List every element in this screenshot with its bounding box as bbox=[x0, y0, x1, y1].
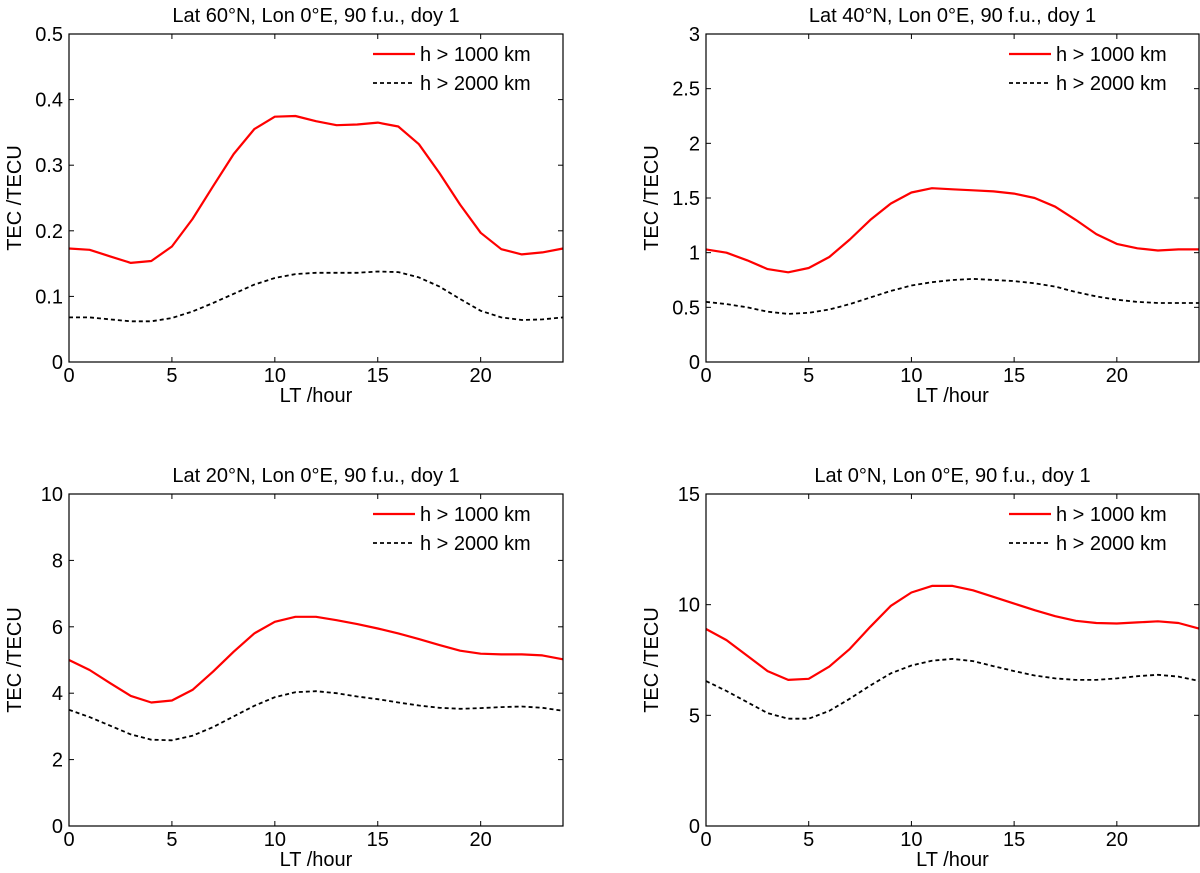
legend-label-h-gt-1000km: h > 1000 km bbox=[1056, 44, 1167, 66]
x-tick-label: 15 bbox=[367, 365, 389, 387]
y-tick-label: 3 bbox=[689, 24, 700, 46]
legend-label-h-gt-2000km: h > 2000 km bbox=[420, 73, 531, 95]
y-tick-label: 1 bbox=[689, 243, 700, 265]
x-axis-label: LT /hour bbox=[280, 385, 353, 407]
series-line-h-gt-2000km bbox=[68, 690, 564, 742]
y-tick-label: 5 bbox=[689, 705, 700, 727]
x-tick-label: 10 bbox=[900, 365, 922, 387]
x-tick-label: 10 bbox=[264, 829, 286, 851]
legend-label-h-gt-1000km: h > 1000 km bbox=[1056, 504, 1167, 526]
x-tick-label: 5 bbox=[166, 365, 177, 387]
chart-title: Lat 20°N, Lon 0°E, 90 f.u., doy 1 bbox=[172, 465, 459, 487]
y-tick-label: 10 bbox=[678, 595, 700, 617]
y-tick-label: 0 bbox=[689, 816, 700, 838]
series-line-h-gt-1000km bbox=[68, 615, 564, 704]
y-tick-label: 0 bbox=[52, 816, 63, 838]
chart-panel-2: Lat 40°N, Lon 0°E, 90 f.u., doy 10 5 10 15 2… bbox=[641, 5, 1200, 407]
x-tick-label: 15 bbox=[1003, 365, 1025, 387]
y-axis-label: TEC /TECU bbox=[4, 145, 26, 251]
y-tick-label: 15 bbox=[678, 484, 700, 506]
x-axis-label: LT /hour bbox=[916, 385, 989, 407]
x-tick-label: 0 bbox=[700, 365, 711, 387]
y-axis-label: TEC /TECU bbox=[641, 145, 663, 251]
x-tick-label: 10 bbox=[900, 829, 922, 851]
x-axis-label: LT /hour bbox=[280, 849, 353, 871]
chart-title: Lat 60°N, Lon 0°E, 90 f.u., doy 1 bbox=[172, 5, 459, 27]
legend-label-h-gt-1000km: h > 1000 km bbox=[420, 504, 531, 526]
x-tick-label: 0 bbox=[63, 829, 74, 851]
chart-title: Lat 40°N, Lon 0°E, 90 f.u., doy 1 bbox=[809, 5, 1096, 27]
legend-label-h-gt-1000km: h > 1000 km bbox=[420, 44, 531, 66]
y-tick-label: 6 bbox=[52, 617, 63, 639]
y-tick-label: 2 bbox=[689, 133, 700, 155]
chart-panel-4: Lat 0°N, Lon 0°E, 90 f.u., doy 1 0 5 10 15 20… bbox=[641, 465, 1200, 871]
y-tick-label: 0.5 bbox=[672, 297, 700, 319]
y-tick-label: 4 bbox=[52, 683, 63, 705]
x-tick-label: 15 bbox=[367, 829, 389, 851]
y-tick-label: 2 bbox=[52, 750, 63, 772]
chart-panel-1: Lat 60°N, Lon 0°E, 90 f.u., doy 1 0 5 10 15 2… bbox=[4, 5, 564, 407]
legend-label-h-gt-2000km: h > 2000 km bbox=[420, 533, 531, 555]
y-tick-label: 0.2 bbox=[35, 221, 63, 243]
y-axis-label: TEC /TECU bbox=[4, 607, 26, 713]
chart-title: Lat 0°N, Lon 0°E, 90 f.u., doy 1 bbox=[814, 465, 1090, 487]
series-line-h-gt-1000km bbox=[68, 114, 564, 264]
x-tick-label: 20 bbox=[1106, 829, 1128, 851]
x-tick-label: 20 bbox=[470, 829, 492, 851]
chart-panel-3: Lat 20°N, Lon 0°E, 90 f.u., doy 1 0 5 10 15 2… bbox=[4, 465, 564, 871]
series-line-h-gt-1000km bbox=[705, 187, 1199, 274]
axes-frame bbox=[68, 493, 564, 827]
x-tick-label: 20 bbox=[470, 365, 492, 387]
y-tick-label: 0 bbox=[689, 352, 700, 374]
axes-frame bbox=[68, 33, 564, 363]
x-tick-label: 0 bbox=[700, 829, 711, 851]
y-tick-label: 0.4 bbox=[35, 90, 63, 112]
x-tick-label: 20 bbox=[1106, 365, 1128, 387]
x-tick-label: 5 bbox=[803, 829, 814, 851]
legend-label-h-gt-2000km: h > 2000 km bbox=[1056, 533, 1167, 555]
x-axis-label: LT /hour bbox=[916, 849, 989, 871]
series-line-h-gt-2000km bbox=[705, 278, 1199, 315]
x-tick-label: 0 bbox=[63, 365, 74, 387]
x-tick-label: 15 bbox=[1003, 829, 1025, 851]
x-tick-label: 10 bbox=[264, 365, 286, 387]
series-line-h-gt-2000km bbox=[705, 658, 1200, 720]
y-tick-label: 0 bbox=[52, 352, 63, 374]
x-tick-label: 5 bbox=[803, 365, 814, 387]
x-tick-label: 5 bbox=[166, 829, 177, 851]
y-tick-label: 0.5 bbox=[35, 24, 63, 46]
y-tick-label: 1.5 bbox=[672, 188, 700, 210]
y-axis-label: TEC /TECU bbox=[641, 607, 663, 713]
y-tick-label: 0.3 bbox=[35, 155, 63, 177]
y-tick-label: 10 bbox=[41, 484, 63, 506]
series-line-h-gt-1000km bbox=[705, 584, 1200, 681]
legend-label-h-gt-2000km: h > 2000 km bbox=[1056, 73, 1167, 95]
series-line-h-gt-2000km bbox=[69, 270, 564, 323]
y-tick-label: 8 bbox=[52, 550, 63, 572]
y-tick-label: 0.1 bbox=[35, 286, 63, 308]
axes-frame bbox=[705, 493, 1200, 827]
y-tick-label: 2.5 bbox=[672, 79, 700, 101]
